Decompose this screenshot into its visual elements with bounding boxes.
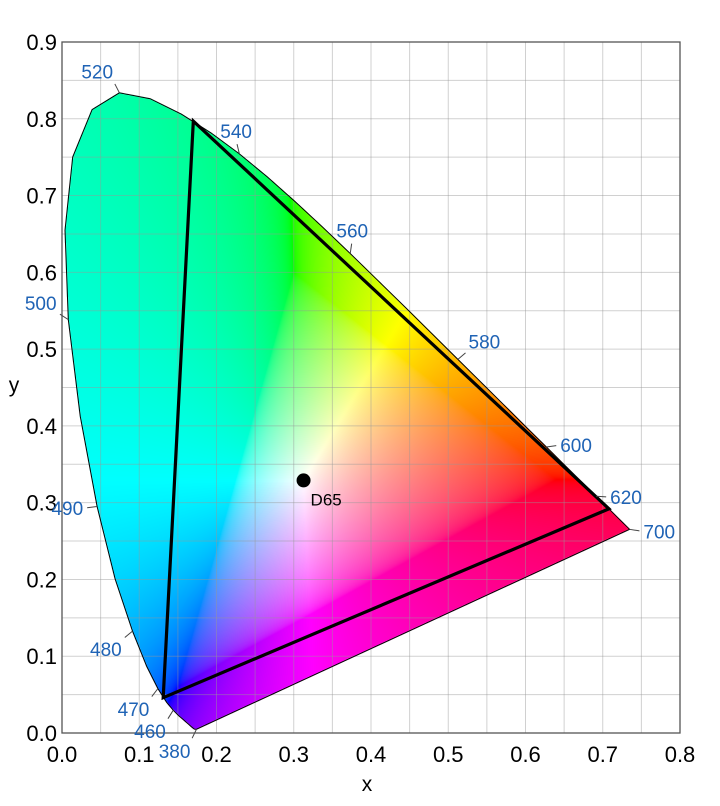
- y-tick-label: 0.1: [26, 644, 57, 669]
- wavelength-tick: [191, 728, 197, 739]
- wavelength-tick: [114, 83, 120, 94]
- wavelength-tick: [59, 313, 69, 321]
- plot-border: [61, 41, 681, 734]
- wavelength-label: 620: [610, 488, 642, 509]
- y-tick-label: 0.0: [26, 721, 57, 746]
- y-tick-label: 0.8: [26, 107, 57, 132]
- wavelength-label: 460: [134, 722, 166, 743]
- wavelength-label: 700: [643, 523, 675, 544]
- y-tick-label: 0.3: [26, 491, 57, 516]
- x-tick-labels: 0.0 0.1 0.2 0.3 0.4 0.5 0.6 0.7 0.8: [47, 742, 696, 767]
- wavelength-tick: [167, 709, 174, 719]
- x-tick-label: 0.5: [433, 742, 464, 767]
- wavelength-label: 520: [81, 62, 113, 83]
- x-tick-label: 0.8: [665, 742, 696, 767]
- gamut-triangle-outline: [161, 117, 612, 701]
- wavelength-label: 480: [90, 640, 122, 661]
- wavelength-tick: [236, 144, 240, 154]
- y-tick-label: 0.4: [26, 414, 57, 439]
- wavelength-tick: [151, 688, 159, 697]
- y-tick-label: 0.2: [26, 567, 57, 592]
- white-point: D65: [296, 473, 342, 509]
- wavelength-tick: [87, 506, 98, 509]
- plot-frame: [61, 41, 681, 734]
- wavelength-label: 490: [51, 499, 83, 520]
- y-tick-label: 0.7: [26, 184, 57, 209]
- y-tick-label: 0.9: [26, 30, 57, 55]
- wavelength-label: 470: [118, 700, 150, 721]
- grid: [61, 41, 681, 734]
- y-tick-labels: 0.0 0.1 0.2 0.3 0.4 0.5 0.6 0.7 0.8 0.9: [26, 30, 57, 746]
- d65-label: D65: [311, 490, 342, 509]
- x-tick-label: 0.0: [47, 742, 78, 767]
- wavelength-tick: [457, 352, 466, 360]
- x-tick-label: 0.4: [356, 742, 387, 767]
- wavelength-label: 580: [469, 332, 501, 353]
- d65-marker: [296, 473, 311, 488]
- wavelength-label: 380: [159, 742, 191, 763]
- wavelength-label: 500: [25, 294, 57, 315]
- x-tick-label: 0.6: [510, 742, 541, 767]
- y-axis-label: y: [9, 374, 20, 397]
- wavelength-tick: [349, 243, 353, 254]
- wavelength-tick: [546, 445, 557, 448]
- y-tick-label: 0.5: [26, 337, 57, 362]
- wavelength-label: 560: [336, 222, 368, 243]
- x-tick-label: 0.2: [201, 742, 232, 767]
- wavelength-tick: [124, 630, 133, 638]
- y-tick-label: 0.6: [26, 260, 57, 285]
- wavelength-label: 540: [220, 122, 252, 143]
- wavelength-tick: [629, 528, 640, 532]
- spectral-locus-outline: [64, 92, 631, 730]
- gamut-triangle: [161, 117, 612, 701]
- wavelength-tick: [596, 495, 607, 498]
- x-axis-label: x: [362, 773, 373, 796]
- x-tick-label: 0.7: [587, 742, 618, 767]
- spectral-locus: [64, 92, 631, 730]
- wavelength-label: 600: [560, 436, 592, 457]
- x-tick-label: 0.1: [124, 742, 155, 767]
- x-tick-label: 0.3: [278, 742, 309, 767]
